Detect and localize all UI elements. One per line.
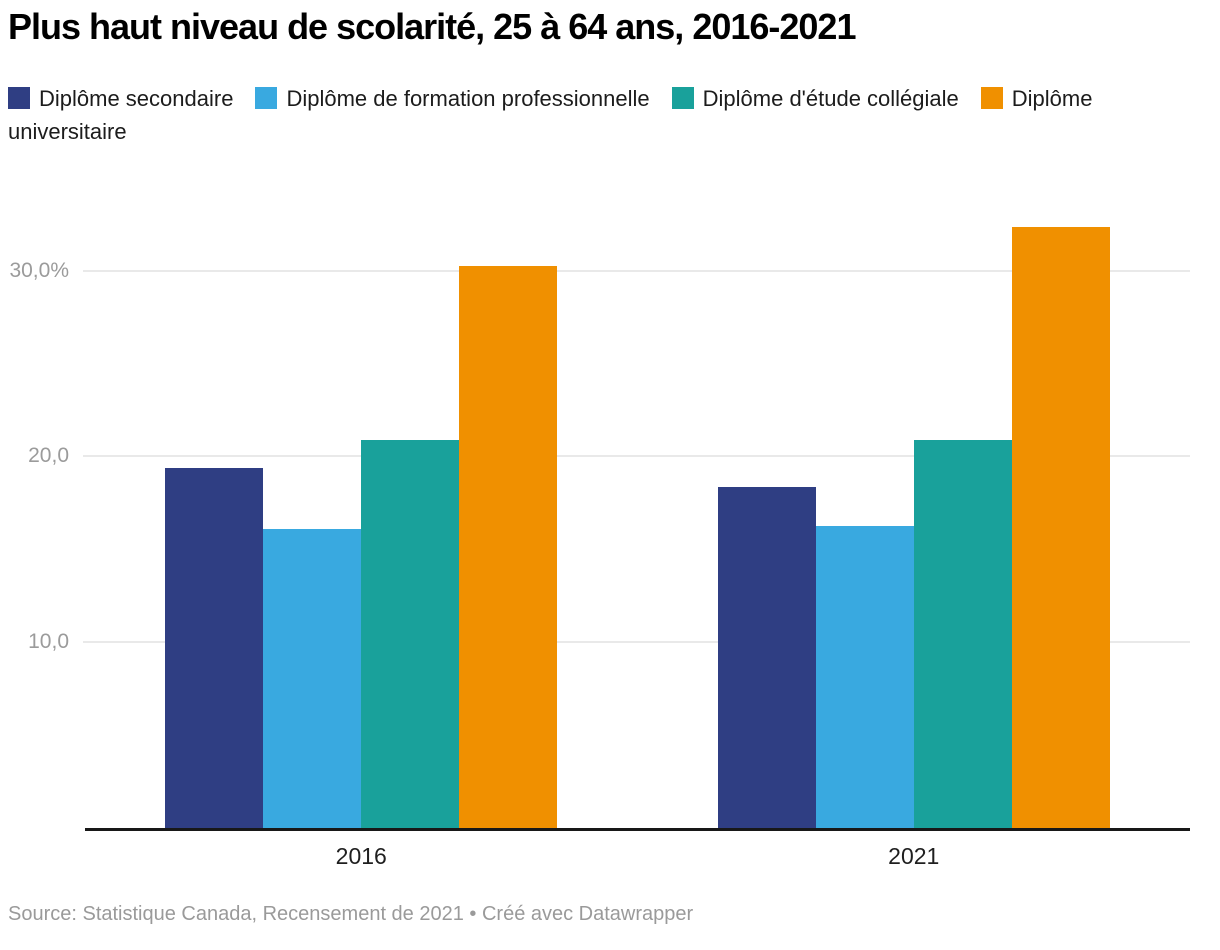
x-axis-label: 2016: [335, 843, 387, 869]
legend-label: Diplôme universitaire: [8, 86, 1093, 144]
bar[interactable]: [815, 526, 914, 828]
source-note: Source: Statistique Canada, Recensement …: [8, 903, 694, 925]
legend-item: Diplôme de formation professionnelle: [255, 86, 650, 111]
legend-item: Diplôme universitaire: [8, 86, 1092, 144]
bar[interactable]: [1011, 227, 1110, 828]
bar[interactable]: [165, 468, 264, 828]
bar[interactable]: [459, 266, 558, 828]
chart-title: Plus haut niveau de scolarité, 25 à 64 a…: [8, 6, 856, 47]
y-axis-tick-label: 10,0: [28, 629, 69, 653]
legend-swatch: [8, 87, 30, 109]
legend-swatch: [255, 87, 278, 109]
bar-group-2021: 2021: [638, 180, 1191, 869]
y-axis-tick-label: 30,0%: [9, 258, 69, 282]
plot-area: 10,0 20,0 30,0% 2016 2021: [9, 180, 1191, 869]
gridline: 30,0%: [9, 259, 1190, 282]
legend-swatch: [671, 87, 694, 109]
legend: Diplôme secondaire Diplôme de formation p…: [8, 82, 1212, 148]
y-axis-tick-label: 20,0: [28, 444, 69, 467]
legend-label: Diplôme d'étude collégiale: [702, 86, 959, 111]
legend-label: Diplôme de formation professionnelle: [286, 86, 650, 111]
gridline: 20,0: [28, 444, 1190, 467]
bar-group-2016: 2016: [85, 180, 638, 869]
bar[interactable]: [361, 440, 460, 828]
legend-item: Diplôme d'étude collégiale: [671, 86, 959, 111]
legend-label: Diplôme secondaire: [39, 86, 234, 111]
bar-groups: 2016 2021: [85, 180, 1191, 869]
gridline: 10,0: [28, 630, 1190, 653]
legend-item: Diplôme secondaire: [8, 86, 233, 111]
x-axis-label: 2021: [888, 843, 940, 869]
bar[interactable]: [717, 487, 816, 828]
bar[interactable]: [913, 440, 1012, 828]
legend-swatch: [980, 87, 1003, 109]
bar[interactable]: [263, 529, 362, 828]
